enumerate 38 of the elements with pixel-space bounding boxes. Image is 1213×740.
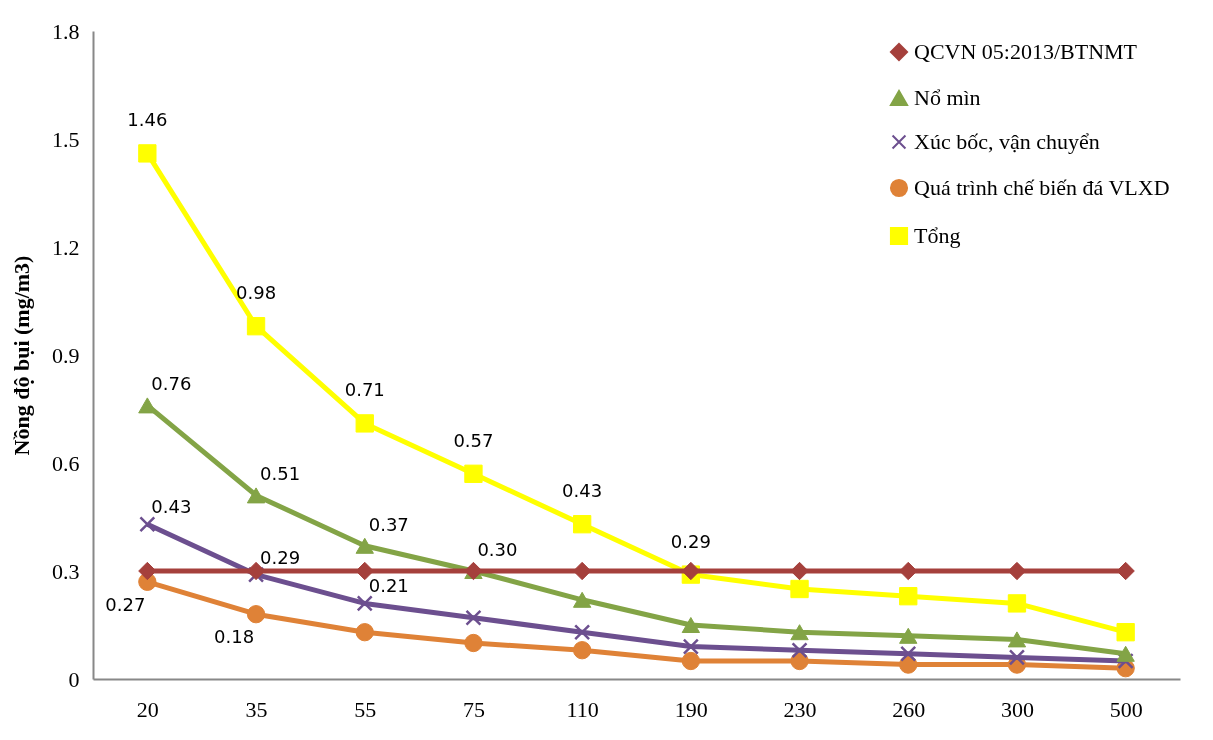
x-tick-label: 35: [245, 696, 268, 722]
legend-label: Xúc bốc, vận chuyển: [914, 129, 1100, 154]
legend-label: QCVN 05:2013/BTNMT: [914, 39, 1138, 64]
data-label: 0.43: [562, 480, 603, 502]
y-axis-title: Nồng độ bụi (mg/m3): [9, 255, 34, 456]
x-tick-label: 20: [136, 696, 159, 722]
data-label: 0.21: [368, 575, 409, 597]
data-label: 0.37: [368, 513, 409, 535]
legend-label: Nổ mìn: [914, 85, 981, 110]
y-tick-label: 0.3: [52, 558, 80, 584]
y-tick-label: 0.9: [52, 342, 80, 368]
y-tick-label: 1.2: [52, 234, 80, 260]
data-label: 0.51: [260, 463, 301, 485]
y-tick-label: 0.6: [52, 450, 80, 476]
data-label: 0.57: [453, 429, 494, 451]
data-label: 1.46: [127, 109, 168, 131]
data-label: 0.27: [105, 593, 146, 615]
data-label: 0.29: [260, 546, 301, 568]
legend-label: Quá trình chế biến đá VLXD: [914, 175, 1170, 200]
data-label: 0.43: [151, 496, 192, 518]
data-label: 0.76: [151, 373, 192, 395]
x-tick-label: 230: [783, 696, 817, 722]
y-tick-label: 1.8: [52, 18, 80, 44]
y-tick-label: 0: [68, 666, 80, 692]
legend-label: Tổng: [914, 223, 961, 248]
data-label: 0.98: [236, 282, 277, 304]
x-tick-label: 55: [354, 696, 377, 722]
y-tick-label: 1.5: [52, 126, 80, 152]
x-tick-label: 190: [674, 696, 708, 722]
x-tick-label: 75: [462, 696, 485, 722]
x-tick-label: 110: [566, 696, 599, 722]
data-label: 0.29: [670, 530, 711, 552]
data-label: 0.18: [214, 626, 255, 648]
x-tick-label: 260: [892, 696, 926, 722]
data-label: 0.30: [477, 539, 518, 560]
x-tick-label: 500: [1109, 696, 1143, 722]
data-label: 0.71: [344, 379, 385, 401]
x-tick-label: 300: [1000, 696, 1034, 722]
